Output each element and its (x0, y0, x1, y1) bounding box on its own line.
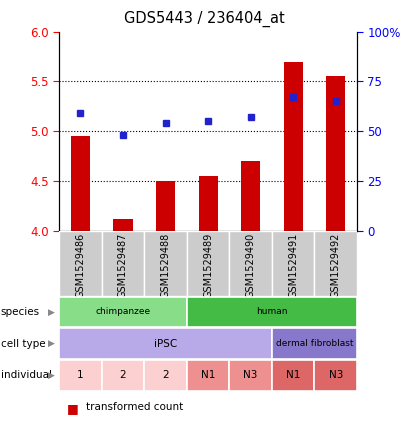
Text: 2: 2 (162, 371, 169, 380)
Bar (156, 181, 175, 231)
Bar (187, 297, 357, 327)
Bar (315, 231, 357, 296)
Text: 1: 1 (77, 371, 84, 380)
Text: GSM1529487: GSM1529487 (118, 233, 128, 298)
Bar (241, 161, 260, 231)
Bar (71, 136, 90, 231)
Text: transformed count: transformed count (86, 402, 183, 412)
Text: N3: N3 (328, 371, 343, 380)
Text: N1: N1 (201, 371, 215, 380)
Text: cell type: cell type (1, 339, 45, 349)
Bar (284, 61, 303, 231)
Text: human: human (256, 308, 288, 316)
Bar (272, 360, 315, 391)
Bar (326, 77, 345, 231)
Bar (187, 231, 229, 296)
Bar (102, 360, 144, 391)
Text: individual: individual (1, 371, 52, 380)
Text: dermal fibroblast: dermal fibroblast (276, 339, 353, 348)
Text: ■: ■ (67, 402, 79, 415)
Text: GSM1529490: GSM1529490 (246, 233, 256, 298)
Text: ▶: ▶ (48, 308, 55, 316)
Text: ▶: ▶ (48, 371, 55, 380)
Bar (59, 360, 102, 391)
Text: GSM1529492: GSM1529492 (331, 233, 341, 298)
Bar (229, 231, 272, 296)
Text: chimpanzee: chimpanzee (95, 308, 151, 316)
Bar (102, 231, 144, 296)
Bar (59, 231, 102, 296)
Text: GSM1529488: GSM1529488 (160, 233, 171, 298)
Text: GSM1529489: GSM1529489 (203, 233, 213, 298)
Bar (144, 360, 187, 391)
Text: N1: N1 (286, 371, 300, 380)
Bar (144, 231, 187, 296)
Bar (272, 328, 357, 359)
Bar (229, 360, 272, 391)
Text: iPSC: iPSC (154, 339, 177, 349)
Bar (187, 360, 229, 391)
Text: 2: 2 (120, 371, 126, 380)
Bar (59, 328, 272, 359)
Text: species: species (1, 307, 40, 317)
Bar (272, 231, 315, 296)
Bar (113, 219, 133, 231)
Text: GDS5443 / 236404_at: GDS5443 / 236404_at (124, 11, 284, 27)
Bar (59, 297, 187, 327)
Text: GSM1529486: GSM1529486 (75, 233, 85, 298)
Text: GSM1529491: GSM1529491 (288, 233, 298, 298)
Bar (315, 360, 357, 391)
Text: ▶: ▶ (48, 339, 55, 348)
Text: N3: N3 (244, 371, 258, 380)
Bar (199, 176, 217, 231)
